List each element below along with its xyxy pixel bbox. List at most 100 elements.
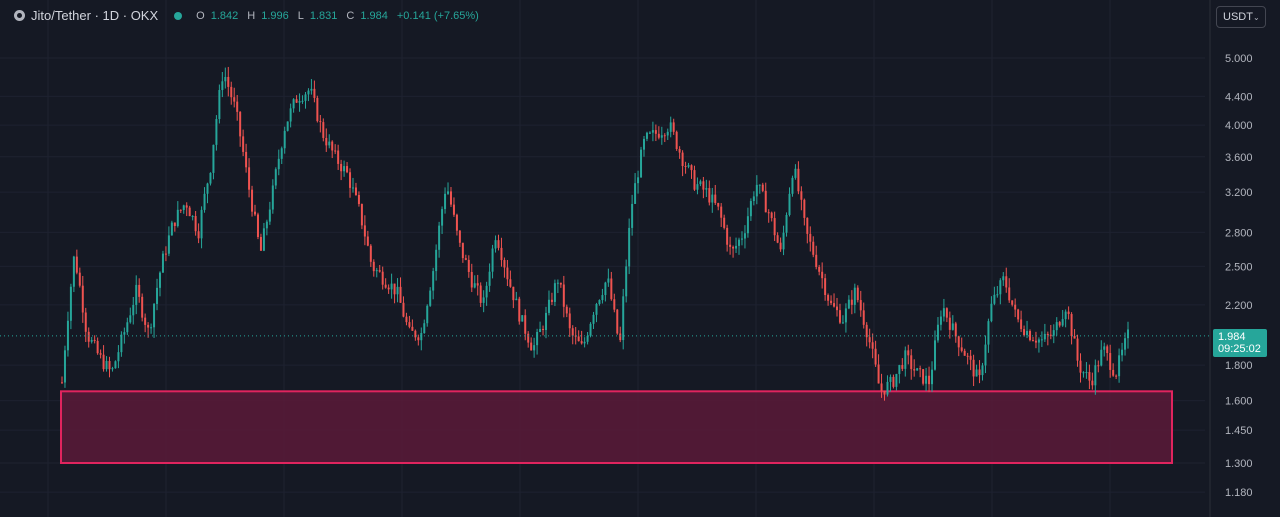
candle-body: [1026, 330, 1029, 336]
candle-body: [749, 201, 752, 217]
candle-body: [761, 184, 764, 191]
candle-body: [1076, 338, 1079, 361]
candle-body: [1124, 338, 1127, 350]
candle-body: [898, 365, 901, 374]
candle-body: [277, 158, 280, 170]
y-axis-tick-label: 2.200: [1225, 300, 1253, 312]
candle-body: [227, 76, 230, 87]
candle-body: [1091, 380, 1094, 386]
candle-body: [856, 287, 859, 301]
candle-body: [72, 256, 75, 287]
candle-body: [720, 206, 723, 218]
candle-body: [61, 382, 63, 384]
candle-body: [357, 194, 360, 205]
candle-body: [239, 111, 242, 137]
candle-body: [1070, 314, 1073, 336]
candle-body: [405, 316, 408, 323]
candle-body: [170, 222, 173, 236]
candle-body: [1118, 355, 1121, 377]
bar-countdown: 09:25:02: [1218, 343, 1261, 355]
currency-value: USDT: [1223, 11, 1253, 23]
candle-body: [194, 216, 197, 232]
candle-body: [981, 365, 984, 376]
candle-body: [69, 286, 72, 321]
candle-body: [669, 122, 672, 132]
y-axis-tick-label: 5.000: [1225, 53, 1253, 65]
candle-body: [553, 283, 556, 302]
candle-body: [1005, 276, 1008, 288]
candle-body: [922, 369, 925, 384]
currency-selector[interactable]: USDT ⌄: [1216, 6, 1266, 28]
y-axis-tick-label: 2.800: [1225, 227, 1253, 239]
candle-body: [969, 355, 972, 360]
candle-body: [444, 193, 447, 210]
candle-body: [141, 296, 144, 318]
candle-body: [583, 341, 586, 344]
candle-body: [135, 284, 138, 305]
candle-body: [280, 148, 283, 159]
candle-body: [1094, 365, 1097, 386]
candle-body: [435, 249, 438, 272]
candle-body: [705, 188, 708, 190]
candle-body: [726, 227, 729, 245]
candle-body: [990, 303, 993, 322]
candle-body: [708, 188, 711, 203]
candle-body: [161, 253, 164, 273]
candle-body: [610, 278, 613, 300]
candle-body: [838, 310, 841, 323]
candle-body: [509, 279, 512, 287]
candle-body: [556, 282, 559, 284]
y-axis-tick-label: 1.800: [1225, 360, 1253, 372]
candle-body: [833, 303, 836, 307]
candle-body: [429, 290, 432, 306]
candle-body: [467, 259, 470, 272]
candle-body: [506, 267, 509, 280]
open-value: 1.842: [210, 9, 239, 22]
candle-body: [259, 237, 262, 251]
candle-body: [203, 193, 206, 210]
candle-body: [1085, 372, 1088, 374]
candle-body: [515, 298, 518, 301]
candle-body: [1040, 339, 1043, 341]
candle-body: [592, 314, 595, 324]
candle-body: [1049, 334, 1052, 336]
candle-body: [1037, 339, 1040, 343]
candle-body: [565, 306, 568, 314]
candle-body: [960, 347, 963, 351]
chevron-down-icon: ⌄: [1252, 12, 1260, 22]
candle-body: [470, 271, 473, 288]
candle-body: [642, 138, 645, 150]
candle-body: [746, 216, 749, 234]
candle-body: [580, 341, 583, 344]
candle-body: [847, 299, 850, 309]
candle-body: [156, 287, 159, 304]
candle-body: [254, 211, 257, 215]
symbol-title[interactable]: Jito/Tether · 1D · OKX: [31, 8, 159, 23]
candle-body: [984, 344, 987, 366]
candle-body: [865, 324, 868, 338]
candle-body: [351, 187, 354, 189]
y-axis-tick-label: 1.180: [1225, 487, 1253, 499]
candle-body: [824, 278, 827, 296]
candle-body: [942, 308, 945, 317]
candle-body: [319, 121, 322, 123]
candle-body: [328, 141, 331, 146]
candle-body: [589, 323, 592, 336]
candle-body: [1052, 330, 1055, 336]
candle-body: [951, 323, 954, 330]
support-zone: [60, 390, 1173, 464]
candle-body: [366, 236, 369, 246]
candle-body: [803, 199, 806, 218]
candle-body: [1109, 353, 1112, 370]
candle-body: [530, 342, 533, 351]
candle-body: [666, 131, 669, 136]
candle-body: [482, 297, 485, 303]
candle-body: [836, 306, 839, 311]
candle-body: [925, 375, 928, 384]
candle-body: [975, 369, 978, 377]
candle-body: [455, 214, 458, 231]
candle-body: [628, 227, 631, 267]
candle-body: [794, 168, 797, 178]
candle-body: [464, 258, 467, 260]
